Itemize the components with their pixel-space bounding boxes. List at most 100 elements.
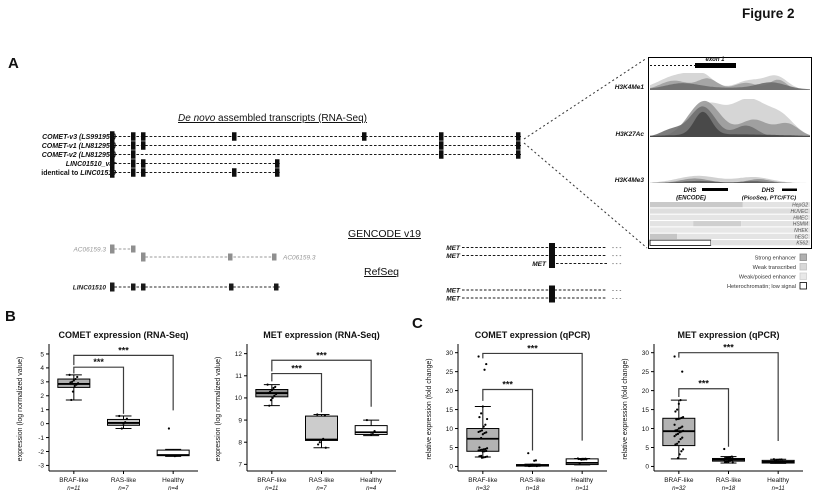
panel-a-label: A bbox=[8, 55, 19, 72]
significance-bracket bbox=[482, 352, 583, 441]
data-point bbox=[681, 416, 685, 419]
continuation-dashes: - - - bbox=[612, 262, 621, 268]
x-group-label: Healthy bbox=[162, 477, 185, 484]
y-tick-label: 8 bbox=[238, 440, 242, 447]
x-group-n: n=11 bbox=[67, 486, 80, 492]
data-point bbox=[481, 450, 484, 453]
data-point bbox=[723, 458, 726, 462]
data-point bbox=[585, 458, 588, 461]
box-group-healthy: Healthy n=11 bbox=[761, 458, 795, 492]
data-point bbox=[480, 436, 483, 440]
data-point bbox=[482, 448, 485, 451]
data-point bbox=[483, 368, 486, 371]
data-point bbox=[478, 455, 481, 458]
data-point bbox=[478, 416, 481, 419]
y-tick-label: 30 bbox=[446, 350, 454, 357]
cell-line-label: HSMM bbox=[793, 222, 809, 228]
data-point bbox=[322, 437, 325, 440]
data-point bbox=[531, 464, 534, 467]
data-point bbox=[72, 379, 75, 382]
x-group-label: BRAF-like bbox=[59, 477, 89, 484]
data-point bbox=[373, 430, 376, 433]
data-point bbox=[774, 461, 777, 464]
y-tick-label: 10 bbox=[446, 426, 454, 433]
data-point bbox=[778, 458, 781, 461]
data-point bbox=[781, 460, 784, 463]
significance-stars: *** bbox=[502, 379, 513, 389]
data-point bbox=[578, 462, 581, 465]
x-group-n: n=32 bbox=[672, 486, 686, 492]
transcript-track: LINC01510_var bbox=[66, 158, 280, 169]
transcript-track: COMET-v3 (LS991956) bbox=[42, 131, 521, 142]
chromatin-segment bbox=[742, 202, 810, 208]
significance-bracket bbox=[271, 359, 372, 407]
data-point bbox=[528, 464, 531, 468]
chromatin-row-nhek: NHEK bbox=[650, 227, 810, 234]
box-group-braf-like: BRAF-like n=11 bbox=[57, 373, 91, 492]
x-group-label: Healthy bbox=[571, 477, 594, 484]
x-group-n: n=11 bbox=[772, 486, 785, 492]
data-point bbox=[76, 382, 80, 385]
data-point bbox=[270, 389, 273, 392]
data-point bbox=[678, 453, 681, 456]
box-group-braf-like: BRAF-like n=32 bbox=[466, 355, 500, 492]
y-axis-label: relative expression (fold change) bbox=[622, 358, 629, 459]
chromatin-segment bbox=[693, 221, 742, 227]
data-point bbox=[323, 414, 326, 417]
data-point bbox=[681, 429, 685, 432]
chip-track-label: H3K27Ac bbox=[615, 131, 644, 138]
cell-line-label: HepG2 bbox=[792, 203, 808, 209]
exon-box bbox=[272, 253, 277, 261]
data-point bbox=[674, 443, 677, 446]
y-tick-label: 10 bbox=[235, 395, 243, 402]
chromatin-segment bbox=[677, 233, 810, 240]
refseq-heading: RefSeq bbox=[364, 266, 400, 278]
chip-track-label: H3K4Me1 bbox=[615, 84, 645, 91]
chart-title: MET expression (RNA-Seq) bbox=[263, 330, 380, 340]
data-point bbox=[124, 421, 127, 424]
data-point bbox=[581, 458, 585, 461]
exon-box bbox=[439, 141, 444, 150]
chromatin-row-hesc: hESC bbox=[650, 233, 810, 240]
data-point bbox=[724, 461, 727, 464]
data-point bbox=[678, 417, 681, 420]
x-group-label: RAS-like bbox=[111, 477, 137, 484]
data-point bbox=[533, 464, 536, 467]
significance-bracket bbox=[678, 352, 779, 442]
data-point bbox=[175, 454, 178, 457]
y-tick-label: 5 bbox=[645, 445, 649, 452]
data-point bbox=[724, 458, 728, 461]
x-group-n: n=7 bbox=[118, 486, 129, 492]
x-group-label: Healthy bbox=[360, 477, 383, 484]
data-point bbox=[481, 405, 484, 408]
data-point bbox=[485, 449, 488, 453]
data-point bbox=[673, 423, 676, 426]
gene-label: AC06159.3 bbox=[72, 247, 106, 254]
box-group-ras-like: RAS-like n=18 bbox=[516, 452, 549, 492]
transcript-track: identical to LINC01510 bbox=[41, 167, 280, 178]
y-tick-label: 5 bbox=[449, 445, 453, 452]
transcript-track: COMET-v1 (LN812953) bbox=[42, 140, 521, 151]
x-group-label: RAS-like bbox=[716, 477, 742, 484]
data-point bbox=[681, 448, 685, 451]
legend-row: Weak/poised enhancer bbox=[739, 272, 807, 281]
data-point bbox=[477, 449, 480, 452]
data-point bbox=[173, 454, 176, 458]
met-label: MET bbox=[446, 287, 461, 294]
data-point bbox=[729, 459, 732, 462]
chip-signal-layer bbox=[650, 111, 810, 137]
data-point bbox=[534, 459, 537, 462]
data-point bbox=[269, 399, 273, 402]
data-point bbox=[482, 456, 485, 459]
exon-box bbox=[549, 285, 555, 295]
data-point bbox=[676, 442, 679, 445]
data-point bbox=[775, 458, 778, 462]
data-point bbox=[125, 417, 128, 420]
y-tick-label: 15 bbox=[446, 407, 454, 414]
exon-box bbox=[110, 244, 115, 254]
data-point bbox=[122, 422, 125, 425]
figure-title: Figure 2 bbox=[742, 6, 795, 21]
continuation-dashes: - - - bbox=[612, 254, 621, 260]
y-axis-label: relative expression (fold change) bbox=[426, 358, 433, 459]
box-group-healthy: Healthy n=4 bbox=[156, 427, 190, 492]
